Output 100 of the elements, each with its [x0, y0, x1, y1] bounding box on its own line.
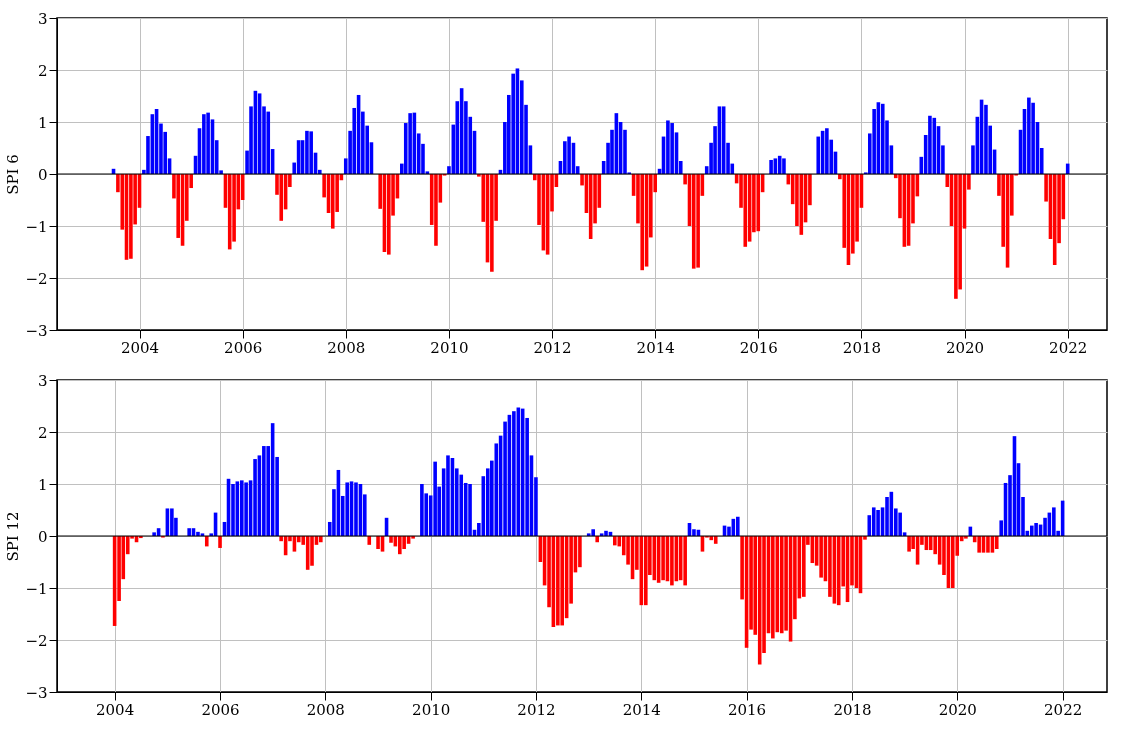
y-tick-label: −3 [25, 321, 48, 340]
bar [769, 159, 773, 174]
x-tick-label: 2006 [224, 338, 263, 357]
x-tick-label: 2014 [622, 700, 661, 719]
bar [170, 508, 174, 536]
y-tick-label: −3 [25, 683, 48, 702]
bar [387, 174, 391, 255]
x-tick-label: 2022 [1044, 700, 1083, 719]
bar [782, 158, 786, 174]
x-tick-label: 2008 [327, 338, 366, 357]
bar [567, 136, 571, 174]
bar [986, 536, 990, 553]
y-tick-label: 2 [37, 423, 48, 442]
bar [204, 536, 209, 547]
bar [670, 536, 674, 586]
bar [560, 536, 564, 626]
x-tick-label: 2010 [412, 700, 451, 719]
bar [613, 536, 617, 546]
bar [928, 536, 933, 551]
bar [1034, 523, 1038, 536]
bar [262, 446, 266, 536]
bar [825, 128, 829, 174]
x-tick-label: 2012 [533, 338, 572, 357]
y-tick-label: 1 [37, 113, 48, 132]
y-tick-label: −2 [25, 269, 48, 288]
bar [977, 536, 981, 553]
x-tick-label: 2018 [833, 700, 872, 719]
bar [644, 536, 648, 606]
bar [1027, 97, 1031, 174]
bar [950, 536, 955, 588]
y-tick-label: 3 [37, 371, 48, 390]
bar [398, 536, 402, 555]
bar [305, 130, 309, 174]
x-tick-label: 2004 [96, 700, 135, 719]
x-tick-label: 2010 [430, 338, 469, 357]
bar [907, 536, 911, 552]
x-tick-label: 2016 [727, 700, 767, 719]
bar [376, 536, 380, 549]
bar [1031, 102, 1035, 174]
bar [779, 536, 784, 634]
bar [771, 536, 775, 639]
x-tick-label: 2006 [201, 700, 240, 719]
bar [1052, 507, 1056, 536]
y-tick-label: 2 [37, 61, 48, 80]
bar [354, 482, 358, 536]
bar [129, 174, 133, 259]
bar [880, 103, 885, 174]
bar [490, 174, 494, 272]
x-tick-label: 2008 [306, 700, 345, 719]
bar [640, 174, 645, 271]
bar [984, 104, 988, 174]
y-tick-label: 3 [37, 9, 48, 28]
bar [898, 512, 902, 536]
bar [683, 536, 687, 586]
bar [468, 484, 472, 536]
bar [666, 120, 670, 174]
bar [756, 174, 761, 232]
bar [227, 174, 232, 250]
y-axis-title: SPI 12 [4, 511, 23, 562]
bar [578, 536, 582, 568]
bar [512, 411, 516, 536]
x-tick-label: 2018 [842, 338, 882, 357]
x-tick-label: 2004 [120, 338, 160, 357]
bar [1029, 525, 1034, 536]
bar [994, 536, 999, 549]
bar [556, 536, 560, 626]
bar [279, 174, 284, 221]
bar [735, 516, 740, 536]
y-tick-label: −1 [25, 579, 48, 598]
bar [310, 536, 314, 566]
bar [876, 510, 880, 536]
bar [670, 123, 674, 174]
bar [345, 482, 349, 536]
bar [661, 536, 665, 581]
bar [446, 455, 450, 536]
bar [802, 536, 806, 597]
bar [836, 536, 841, 606]
bar [871, 507, 876, 536]
bar [240, 480, 244, 536]
bar [244, 482, 248, 536]
bar [218, 536, 222, 548]
y-tick-label: −2 [25, 631, 48, 650]
bar [1043, 517, 1047, 536]
bar [777, 155, 782, 174]
x-tick-label: 2020 [945, 338, 985, 357]
y-tick-label: −1 [25, 217, 48, 236]
bar [309, 131, 313, 174]
x-tick-label: 2020 [938, 700, 977, 719]
x-tick-label: 2022 [1049, 338, 1088, 357]
y-tick-label: 0 [37, 527, 48, 546]
bar [932, 117, 937, 174]
bar [743, 174, 748, 247]
bar [954, 174, 958, 299]
bar [408, 113, 412, 174]
bar [696, 174, 700, 268]
bar [1052, 174, 1057, 265]
bar [819, 536, 823, 578]
x-tick-label: 2012 [517, 700, 556, 719]
y-tick-label: 0 [37, 165, 48, 184]
bar [691, 174, 696, 269]
